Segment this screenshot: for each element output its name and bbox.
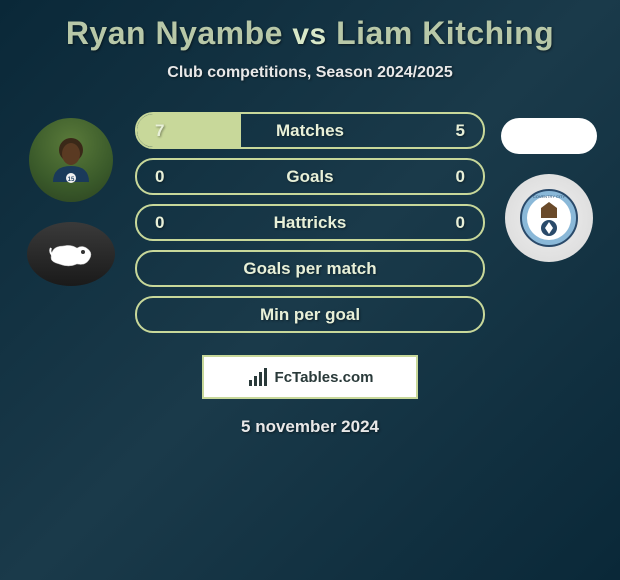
stat-row-goals: 0 Goals 0: [135, 158, 485, 195]
stat-value-left: 0: [155, 213, 175, 233]
stat-row-matches: 7 Matches 5: [135, 112, 485, 149]
stat-value-right: 0: [445, 167, 465, 187]
title-player2: Liam Kitching: [336, 15, 554, 51]
title-player1: Ryan Nyambe: [66, 15, 283, 51]
right-side: COVENTRY CITY: [499, 112, 599, 262]
derby-ram-icon: [43, 234, 99, 274]
stat-label: Min per goal: [260, 305, 360, 325]
svg-text:COVENTRY CITY: COVENTRY CITY: [533, 194, 566, 199]
left-side: 15: [21, 112, 121, 286]
stat-label: Goals: [286, 167, 333, 187]
stat-label: Matches: [276, 121, 344, 141]
stat-label: Goals per match: [243, 259, 376, 279]
main-row: 15 7 Matches 5 0 Goals 0: [0, 112, 620, 333]
player1-avatar: 15: [29, 118, 113, 202]
stat-row-mpg: Min per goal: [135, 296, 485, 333]
stats-column: 7 Matches 5 0 Goals 0 0 Hattricks 0 Goal…: [135, 112, 485, 333]
comparison-card: Ryan Nyambe vs Liam Kitching Club compet…: [0, 0, 620, 437]
stat-row-gpm: Goals per match: [135, 250, 485, 287]
date-label: 5 november 2024: [241, 417, 379, 437]
player1-club-badge: [27, 222, 115, 286]
player2-club-badge: COVENTRY CITY: [505, 174, 593, 262]
stat-value-right: 5: [445, 121, 465, 141]
player2-avatar-placeholder: [501, 118, 597, 154]
bar-chart-icon: [247, 366, 269, 388]
stat-label: Hattricks: [274, 213, 347, 233]
stat-value-left: 0: [155, 167, 175, 187]
stat-row-hattricks: 0 Hattricks 0: [135, 204, 485, 241]
stat-fill: [137, 114, 241, 147]
coventry-badge-icon: COVENTRY CITY: [519, 188, 579, 248]
brand-text: FcTables.com: [275, 369, 374, 386]
title-vs: vs: [292, 18, 326, 51]
subtitle: Club competitions, Season 2024/2025: [167, 64, 452, 82]
brand-footer[interactable]: FcTables.com: [202, 355, 418, 399]
stat-value-left: 7: [155, 121, 175, 141]
svg-text:15: 15: [68, 177, 75, 183]
page-title: Ryan Nyambe vs Liam Kitching: [66, 15, 554, 52]
stat-value-right: 0: [445, 213, 465, 233]
player-avatar-icon: 15: [41, 130, 101, 190]
